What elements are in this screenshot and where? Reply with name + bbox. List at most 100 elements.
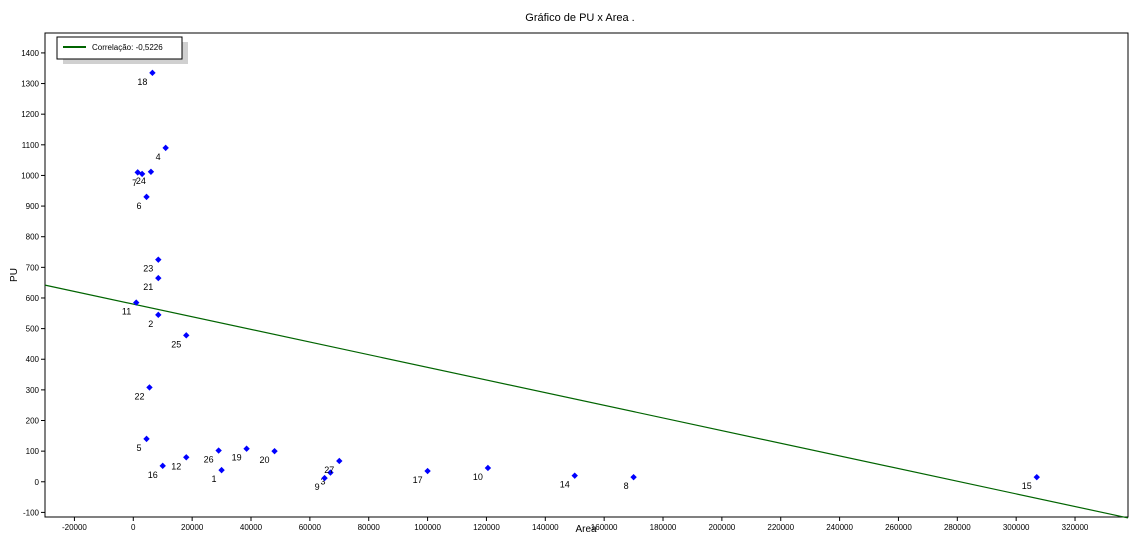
x-tick-label: 60000 (299, 523, 322, 532)
data-point (162, 144, 169, 152)
point-label: 20 (260, 455, 270, 465)
y-tick-label: 1200 (21, 110, 39, 119)
data-point (146, 384, 153, 391)
point-label: 22 (134, 391, 144, 401)
point-label: 2 (148, 319, 153, 329)
data-point (271, 447, 278, 455)
data-point (424, 467, 431, 475)
y-tick-label: 100 (26, 447, 40, 456)
data-point (321, 474, 328, 482)
point-label: 3 (320, 477, 325, 487)
data-point (149, 69, 156, 77)
y-tick-label: 200 (26, 417, 40, 426)
point-label: 4 (156, 152, 161, 162)
x-tick-label: 120000 (473, 523, 500, 532)
data-point (134, 169, 141, 176)
y-tick-label: 1300 (21, 80, 39, 89)
point-label: 25 (171, 339, 181, 349)
x-tick-label: 220000 (767, 523, 794, 532)
data-point (484, 464, 492, 472)
data-point (155, 256, 162, 263)
data-point (630, 473, 637, 481)
y-tick-label: 800 (26, 233, 40, 242)
x-tick-label: 260000 (885, 523, 912, 532)
x-tick-label: 160000 (591, 523, 618, 532)
point-label: 14 (560, 480, 570, 490)
x-axis-title: Area (575, 524, 597, 535)
point-label: 8 (624, 481, 629, 491)
point-label: 17 (413, 475, 423, 485)
x-tick-label: 40000 (240, 523, 263, 532)
x-tick-label: -20000 (62, 523, 87, 532)
point-label: 10 (473, 472, 483, 482)
data-point (143, 193, 150, 201)
point-label: 18 (137, 77, 147, 87)
data-point (327, 469, 334, 476)
x-tick-label: 300000 (1003, 523, 1030, 532)
point-label: 5 (137, 443, 142, 453)
data-point (183, 332, 190, 339)
point-label: 27 (324, 465, 334, 475)
x-tick-label: 100000 (414, 523, 441, 532)
y-tick-label: 500 (26, 325, 40, 334)
x-tick-label: 180000 (650, 523, 677, 532)
point-label: 16 (148, 470, 158, 480)
y-tick-label: 0 (35, 478, 40, 487)
x-tick-label: 80000 (358, 523, 381, 532)
chart-title: Gráfico de PU x Area . (525, 12, 634, 24)
x-tick-label: 240000 (826, 523, 853, 532)
data-point (336, 457, 343, 465)
point-label: 1 (212, 474, 217, 484)
point-label: 9 (315, 482, 320, 492)
point-label: 7 (132, 178, 137, 188)
x-tick-label: 0 (131, 523, 136, 532)
data-point (1033, 473, 1040, 481)
point-label: 12 (171, 461, 181, 471)
point-label: 26 (204, 455, 214, 465)
y-axis: -100 0 100 200 300 400 500 600 700 800 900 1000 1100… (21, 49, 45, 517)
data-point (218, 466, 225, 474)
legend: Correlação: -0,5226 (56, 36, 188, 64)
y-tick-label: 900 (26, 202, 40, 211)
point-label: 23 (143, 264, 153, 274)
y-tick-label: 1000 (21, 171, 39, 180)
y-axis-title: PU (9, 268, 20, 282)
data-point (143, 435, 150, 443)
point-label: 21 (143, 282, 153, 292)
data-point (571, 472, 578, 479)
legend-box (56, 36, 183, 60)
x-axis: -20000 0 20000 40000 60000 80000 100000 120000 1… (62, 517, 1089, 532)
data-point (155, 311, 162, 319)
data-point (159, 462, 166, 470)
y-tick-label: 400 (26, 355, 40, 364)
data-point (183, 454, 190, 461)
data-point (215, 447, 222, 454)
y-tick-label: 1100 (22, 141, 40, 150)
x-tick-label: 140000 (532, 523, 559, 532)
data-point (147, 168, 155, 175)
data-point (243, 445, 250, 452)
y-tick-label: 600 (26, 294, 40, 303)
plot-area (44, 32, 1129, 518)
x-tick-label: 20000 (181, 523, 204, 532)
y-tick-label: 300 (26, 386, 40, 395)
point-label: 19 (232, 453, 242, 463)
data-point (133, 299, 140, 306)
regression-line (44, 284, 1129, 519)
point-label: 6 (137, 201, 142, 211)
y-tick-label: 700 (26, 263, 40, 272)
x-tick-label: 280000 (944, 523, 971, 532)
x-tick-label: 200000 (709, 523, 736, 532)
y-tick-label: -100 (23, 508, 40, 517)
point-label: 11 (122, 307, 131, 317)
point-label: 15 (1022, 481, 1032, 491)
y-tick-label: 1400 (21, 49, 39, 58)
legend-label: Correlação: -0,5226 (92, 43, 163, 52)
data-point (155, 274, 162, 282)
regression-line-group (44, 284, 1129, 519)
point-label: 24 (136, 176, 146, 186)
x-tick-label: 320000 (1062, 523, 1089, 532)
